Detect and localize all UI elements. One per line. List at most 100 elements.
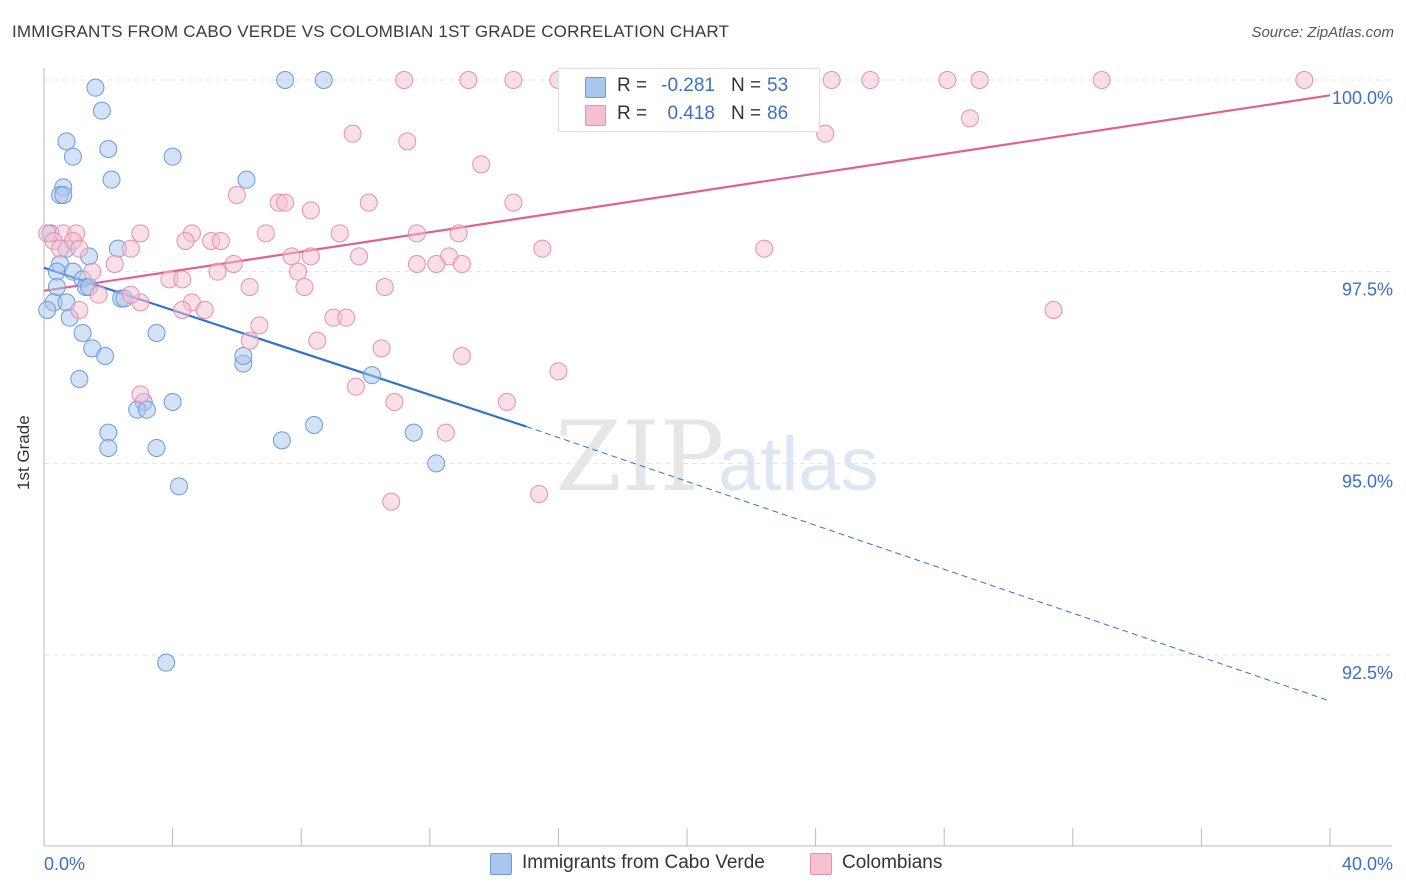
colombians-point xyxy=(70,239,89,258)
watermark-atlas: atlas xyxy=(718,422,879,507)
colombians-point xyxy=(549,362,568,381)
series-label-colombians: Colombians xyxy=(842,852,943,873)
cabo-verde-point xyxy=(99,140,118,158)
cabo-verde-point xyxy=(70,370,89,388)
axes xyxy=(43,68,1392,847)
colombians-point xyxy=(173,301,192,319)
cabo-verde-point xyxy=(57,132,76,151)
colombians-point xyxy=(240,278,259,296)
y-axis-label: 1st Grade xyxy=(14,415,33,490)
legend-swatch-colombians xyxy=(585,105,606,126)
colombians-point xyxy=(1092,71,1111,89)
colombians-point xyxy=(256,224,275,243)
colombians-point xyxy=(70,301,89,319)
colombians-point xyxy=(504,71,523,89)
colombians-point xyxy=(816,124,835,143)
colombians-point xyxy=(301,247,320,266)
watermark-zip: ZIP xyxy=(555,401,724,513)
colombians-point xyxy=(1044,301,1063,319)
cabo-verde-point xyxy=(47,262,66,281)
cabo-verde-point xyxy=(73,324,92,342)
cabo-verde-point xyxy=(314,71,333,89)
cabo-verde-point xyxy=(38,301,57,319)
colombians-point xyxy=(407,224,426,243)
y-tick-label: 95.0% xyxy=(1342,471,1393,491)
cabo-verde-point xyxy=(234,347,253,365)
cabo-verde-point xyxy=(427,454,446,473)
legend-n-label: N = xyxy=(731,75,762,96)
colombians-point xyxy=(459,71,478,89)
cabo-verde-point xyxy=(163,393,182,411)
series-swatch-colombians xyxy=(810,853,832,875)
cabo-verde-point xyxy=(237,170,256,189)
colombians-point xyxy=(121,285,140,304)
colombians-point xyxy=(288,262,307,281)
colombians-point xyxy=(436,423,455,442)
y-tick-label: 92.5% xyxy=(1342,663,1393,683)
colombians-point xyxy=(372,339,391,358)
cabo-verde-point xyxy=(362,366,381,385)
colombians-point xyxy=(240,331,259,350)
tick-labels: 100.0% 97.5% 95.0% 92.5% 0.0% 40.0% xyxy=(44,88,1393,874)
cabo-verde-point xyxy=(99,423,118,442)
legend-row-cabo-verde: R = -0.281 N = 53 xyxy=(559,73,819,101)
colombians-point xyxy=(755,239,774,258)
colombians-trend-line xyxy=(43,94,1331,292)
cabo-verde-point xyxy=(92,101,111,120)
colombians-point xyxy=(382,492,401,511)
colombians-point xyxy=(282,247,301,266)
colombians-point xyxy=(195,301,214,319)
colombians-point xyxy=(960,109,979,128)
legend-r-value: 0.418 xyxy=(667,103,715,124)
colombians-point xyxy=(452,255,471,273)
colombians-point xyxy=(346,377,365,396)
cabo-verde-point xyxy=(305,416,324,434)
colombians-point xyxy=(121,239,140,258)
colombians-point xyxy=(131,224,150,243)
chart-title: IMMIGRANTS FROM CABO VERDE VS COLOMBIAN … xyxy=(12,22,730,41)
colombians-point xyxy=(176,232,195,250)
colombians-point xyxy=(295,278,314,296)
cabo-verde-point xyxy=(102,170,121,189)
cabo-verde-point xyxy=(86,78,105,97)
colombians-point xyxy=(308,331,327,350)
series-label-cabo-verde: Immigrants from Cabo Verde xyxy=(522,852,765,873)
correlation-legend: R = -0.281 N = 53 R = 0.418 N = 86 xyxy=(558,68,820,132)
x-tick-label: 40.0% xyxy=(1342,854,1393,874)
colombians-point xyxy=(398,132,417,151)
source-credit: Source: ZipAtlas.com xyxy=(1251,24,1394,41)
cabo-verde-point xyxy=(163,147,182,166)
colombians-point xyxy=(343,124,362,143)
colombians-point xyxy=(822,71,841,89)
colombians-point xyxy=(385,393,404,411)
colombians-point xyxy=(208,262,227,281)
colombians-point xyxy=(83,262,102,281)
colombians-point xyxy=(452,347,471,365)
colombians-point xyxy=(276,193,295,212)
colombians-point xyxy=(359,193,378,212)
y-tick-label: 100.0% xyxy=(1332,88,1393,108)
cabo-verde-point xyxy=(47,278,66,296)
colombians-point xyxy=(970,71,989,89)
cabo-verde-point xyxy=(157,653,176,672)
cabo-verde-point xyxy=(137,400,156,419)
y-tick-label: 97.5% xyxy=(1342,280,1393,300)
colombians-point xyxy=(1295,71,1314,89)
colombians-point xyxy=(407,255,426,273)
colombians-point xyxy=(530,485,549,503)
legend-r-label: R = xyxy=(617,75,648,96)
legend-row-colombians: R = 0.418 N = 86 xyxy=(559,101,819,129)
legend-swatch-cabo-verde xyxy=(585,77,606,98)
legend-r-value: -0.281 xyxy=(661,75,715,96)
legend-r-label: R = xyxy=(617,103,648,124)
colombians-point xyxy=(427,255,446,273)
cabo-verde-point xyxy=(272,431,291,450)
cabo-verde-point xyxy=(147,439,166,457)
colombians-point xyxy=(250,316,269,335)
colombians-point xyxy=(449,224,468,243)
colombians-point xyxy=(211,232,230,250)
cabo-verde-point xyxy=(404,423,423,442)
cabo-verde-point xyxy=(99,439,118,457)
